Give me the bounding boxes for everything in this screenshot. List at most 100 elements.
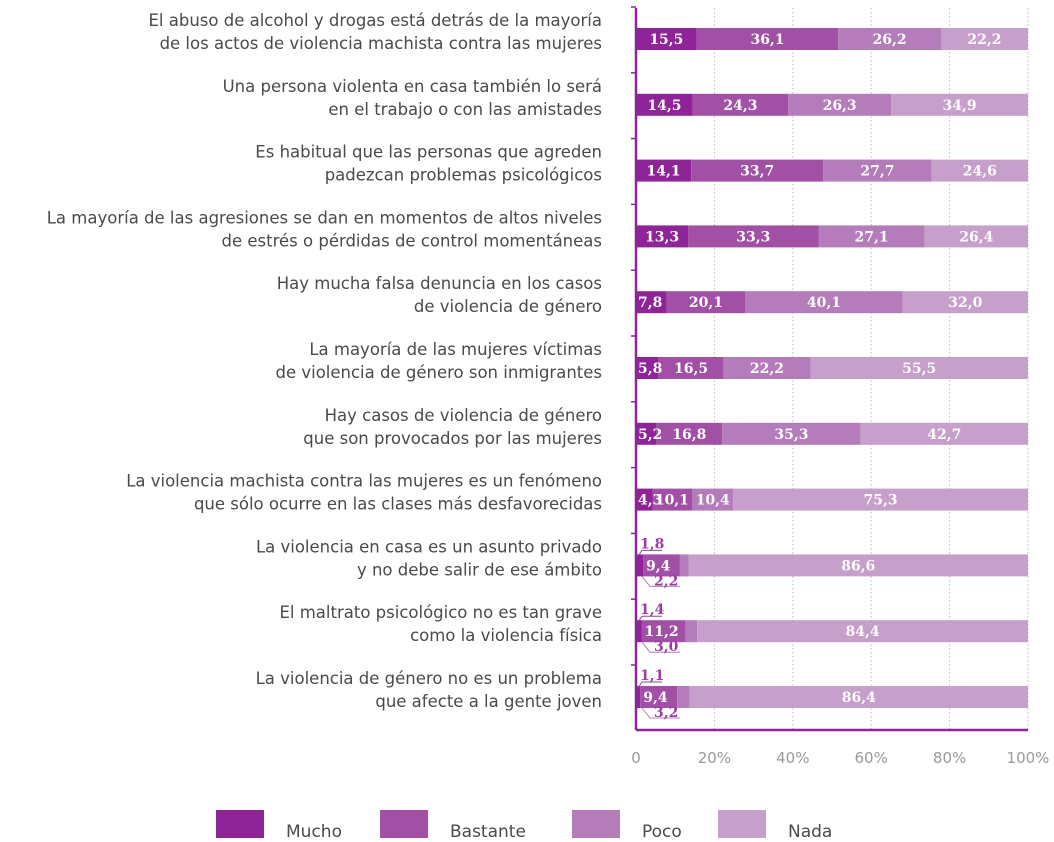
value-label: 5,8 <box>638 361 662 377</box>
value-label: 16,8 <box>672 427 706 443</box>
x-tick-label: 20% <box>698 749 731 767</box>
value-label: 22,2 <box>750 361 784 377</box>
category-label: La violencia de género no es un problema <box>256 669 602 688</box>
value-label: 27,7 <box>860 164 894 180</box>
value-label: 86,4 <box>842 690 876 706</box>
legend-swatch-nada <box>718 810 766 838</box>
bar-segment-mucho <box>636 554 644 577</box>
bar-segment-mucho <box>636 422 657 445</box>
value-label: 24,6 <box>963 164 997 180</box>
bar-segment-mucho <box>636 488 653 511</box>
legend-swatch-bastante <box>380 810 428 838</box>
bar-segment-poco <box>685 620 698 643</box>
bar-segment-poco <box>722 422 861 445</box>
value-label: 32,0 <box>948 295 982 311</box>
bar-segment-nada <box>689 686 1028 708</box>
value-label: 10,1 <box>655 493 689 509</box>
category-label: Hay casos de violencia de género <box>325 406 602 425</box>
value-label: 15,5 <box>649 32 683 48</box>
bar-segment-mucho <box>636 620 642 643</box>
bar-segment-bastante <box>643 554 680 577</box>
value-label: 7,8 <box>638 295 662 311</box>
x-tick-label: 80% <box>933 749 966 767</box>
bar-segment-mucho <box>636 291 667 314</box>
bar-segment-bastante <box>641 620 686 643</box>
category-label: de estrés o pérdidas de control momentán… <box>222 231 603 250</box>
bar-segment-bastante <box>652 488 693 511</box>
category-label: Hay mucha falsa denuncia en los casos <box>277 274 602 293</box>
value-label: 26,3 <box>823 98 857 114</box>
category-label: como la violencia física <box>410 626 602 645</box>
bar-segment-nada <box>940 28 1028 50</box>
bar-segment-poco <box>823 159 932 182</box>
bar-segment-poco <box>745 291 903 314</box>
callout-line <box>637 549 662 557</box>
bars: 15,5 36,1 26,2 22,2 14,5 24,3 26,3 34,9 14,1 33,7… <box>636 28 1028 721</box>
bar-segment-bastante <box>656 422 723 445</box>
callout-line <box>641 576 680 587</box>
bar-segment-bastante <box>658 357 724 379</box>
value-label: 4,3 <box>638 493 662 509</box>
category-label: La violencia en casa es un asunto privad… <box>256 537 602 556</box>
value-label: 34,9 <box>943 98 977 114</box>
category-label: de los actos de violencia machista contr… <box>160 34 602 53</box>
legend-label-poco: Poco <box>642 822 682 842</box>
bar-segment-nada <box>697 620 1028 643</box>
value-label: 10,4 <box>696 493 730 509</box>
value-label: 26,2 <box>873 32 907 48</box>
value-label: 22,2 <box>967 32 1001 48</box>
value-label: 75,3 <box>864 493 898 509</box>
category-label: La violencia machista contra las mujeres… <box>126 472 602 491</box>
value-label: 42,7 <box>927 427 961 443</box>
callout-label: 2,2 <box>654 573 678 589</box>
bar-segment-bastante <box>666 291 746 314</box>
bar-segment-mucho <box>636 159 692 182</box>
callout-label: 1,8 <box>640 536 664 552</box>
bar-segment-nada <box>688 554 1028 577</box>
legend: Mucho Bastante Poco Nada <box>216 810 832 842</box>
category-label: que sólo ocurre en las clases más desfav… <box>194 495 602 514</box>
value-label: 27,1 <box>854 229 888 245</box>
category-label: y no debe salir de ese ámbito <box>357 560 602 579</box>
bar-segment-nada <box>733 488 1028 511</box>
legend-swatch-poco <box>572 810 620 838</box>
bar-segment-poco <box>838 28 941 50</box>
category-label: La mayoría de las mujeres víctimas <box>309 340 602 359</box>
value-label: 14,1 <box>647 164 681 180</box>
category-labels: El abuso de alcohol y drogas está detrás… <box>47 11 602 711</box>
bar-segment-bastante <box>640 686 678 708</box>
value-label: 40,1 <box>807 295 841 311</box>
value-label: 36,1 <box>750 32 784 48</box>
category-label: Una persona violenta en casa también lo … <box>223 77 602 96</box>
category-label: de violencia de género <box>414 297 602 316</box>
value-label: 9,4 <box>643 690 668 706</box>
value-label: 9,4 <box>646 558 671 574</box>
legend-label-nada: Nada <box>788 822 832 842</box>
value-label: 33,7 <box>740 164 774 180</box>
bar-segment-bastante <box>691 159 824 182</box>
bar-segment-poco <box>788 93 892 116</box>
callout-label: 1,4 <box>640 602 665 618</box>
bar-segment-bastante <box>696 28 839 50</box>
callout-line <box>641 707 680 719</box>
bar-segment-nada <box>860 422 1028 445</box>
value-label: 16,5 <box>674 361 708 377</box>
legend-label-mucho: Mucho <box>286 822 342 842</box>
callout-line <box>637 681 662 689</box>
bar-segment-nada <box>924 225 1028 248</box>
x-tick-label: 100% <box>1007 749 1050 767</box>
bar-segment-mucho <box>636 225 689 248</box>
value-label: 86,6 <box>841 558 875 574</box>
callout-line <box>641 641 680 653</box>
bar-segment-poco <box>677 686 690 708</box>
value-label: 35,3 <box>774 427 808 443</box>
category-label: Es habitual que las personas que agreden <box>255 143 602 162</box>
value-label: 11,2 <box>644 624 678 640</box>
category-label: que afecte a la gente joven <box>375 692 602 711</box>
legend-swatch-mucho <box>216 810 264 838</box>
callout-label: 1,1 <box>640 668 664 684</box>
bar-segment-mucho <box>636 93 693 116</box>
category-label: padezcan problemas psicológicos <box>325 166 602 185</box>
value-label: 20,1 <box>689 295 723 311</box>
